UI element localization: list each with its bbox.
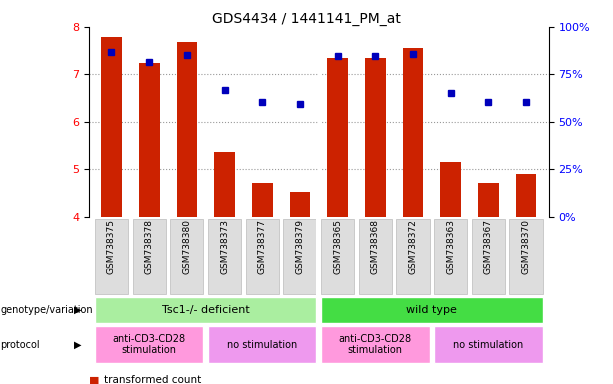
Bar (214, 152, 235, 217)
Text: GDS4434 / 1441141_PM_at: GDS4434 / 1441141_PM_at (212, 12, 401, 25)
Text: ▶: ▶ (74, 339, 82, 350)
Bar (321, 326, 430, 363)
Bar (177, 42, 197, 217)
Bar (434, 326, 543, 363)
Bar (132, 218, 166, 294)
Text: transformed count: transformed count (104, 375, 202, 384)
Text: GSM738377: GSM738377 (257, 219, 267, 274)
Bar (321, 218, 354, 294)
Bar (139, 63, 159, 217)
Bar (101, 37, 122, 217)
Bar (283, 218, 316, 294)
Text: GSM738363: GSM738363 (446, 219, 455, 274)
Bar (472, 218, 505, 294)
Bar (516, 174, 536, 217)
Text: GSM738370: GSM738370 (522, 219, 530, 274)
Text: GSM738380: GSM738380 (182, 219, 191, 274)
Bar (208, 218, 241, 294)
Bar (359, 218, 392, 294)
Bar (397, 218, 430, 294)
Text: GSM738368: GSM738368 (371, 219, 380, 274)
Bar (509, 218, 543, 294)
Bar (434, 218, 467, 294)
Bar (252, 183, 273, 217)
Bar (365, 58, 386, 217)
Text: Tsc1-/- deficient: Tsc1-/- deficient (162, 305, 249, 315)
Text: no stimulation: no stimulation (227, 339, 297, 350)
Bar (95, 326, 204, 363)
Bar (316, 217, 321, 296)
Text: GSM738379: GSM738379 (295, 219, 305, 274)
Text: GSM738367: GSM738367 (484, 219, 493, 274)
Text: GSM738372: GSM738372 (408, 219, 417, 274)
Text: no stimulation: no stimulation (453, 339, 524, 350)
Text: GSM738373: GSM738373 (220, 219, 229, 274)
Text: GSM738378: GSM738378 (145, 219, 154, 274)
Text: ■: ■ (89, 375, 99, 384)
Bar (403, 48, 424, 217)
Bar (321, 297, 543, 323)
Bar (289, 192, 310, 217)
Text: anti-CD3-CD28
stimulation: anti-CD3-CD28 stimulation (339, 334, 412, 356)
Bar (246, 218, 279, 294)
Bar (95, 218, 128, 294)
Text: GSM738365: GSM738365 (333, 219, 342, 274)
Bar (208, 326, 316, 363)
Text: GSM738375: GSM738375 (107, 219, 116, 274)
Bar (170, 218, 204, 294)
Bar (440, 162, 461, 217)
Text: ▶: ▶ (74, 305, 82, 315)
Bar (95, 297, 316, 323)
Text: genotype/variation: genotype/variation (1, 305, 93, 315)
Text: wild type: wild type (406, 305, 457, 315)
Text: anti-CD3-CD28
stimulation: anti-CD3-CD28 stimulation (113, 334, 186, 356)
Text: protocol: protocol (1, 339, 40, 350)
Bar (478, 183, 499, 217)
Bar (327, 58, 348, 217)
